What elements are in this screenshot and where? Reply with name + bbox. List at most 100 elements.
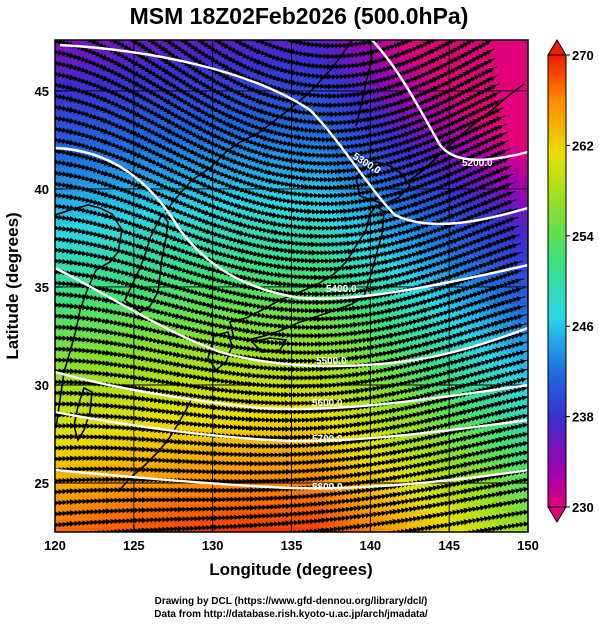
- field-cell: [55, 152, 64, 161]
- wind-arrow: [336, 160, 343, 167]
- field-cell: [255, 272, 264, 281]
- wind-arrow: [105, 455, 111, 462]
- wind-arrow: [319, 374, 325, 381]
- field-cell: [519, 128, 528, 137]
- field-cell: [519, 200, 528, 209]
- field-cell: [183, 496, 192, 505]
- field-cell: [431, 416, 440, 425]
- wind-arrow: [266, 160, 272, 167]
- field-cell: [71, 296, 80, 305]
- field-cell: [367, 336, 376, 345]
- wind-arrow: [69, 335, 75, 342]
- wind-arrow: [69, 401, 75, 407]
- wind-arrow: [454, 263, 461, 269]
- wind-arrow: [357, 446, 363, 453]
- field-cell: [79, 104, 88, 113]
- field-cell: [319, 40, 328, 49]
- field-cell: [351, 224, 360, 233]
- field-cell: [335, 112, 344, 121]
- wind-arrow: [230, 140, 237, 147]
- wind-arrow: [321, 500, 327, 507]
- wind-arrow: [439, 133, 446, 140]
- colorbar-tick-label: 262: [572, 138, 594, 153]
- field-cell: [95, 56, 104, 65]
- wind-arrow: [415, 217, 422, 224]
- field-cell: [167, 344, 176, 353]
- field-cell: [511, 168, 520, 177]
- field-cell: [111, 448, 120, 457]
- field-cell: [367, 408, 376, 417]
- wind-arrow: [356, 523, 363, 530]
- field-cell: [95, 360, 104, 369]
- field-cell: [335, 208, 344, 217]
- field-cell: [343, 56, 352, 65]
- field-cell: [311, 192, 320, 201]
- field-cell: [311, 504, 320, 513]
- field-cell: [263, 368, 272, 377]
- field-cell: [95, 512, 104, 521]
- field-cell: [111, 400, 120, 409]
- wind-arrow: [499, 501, 505, 508]
- wind-arrow: [342, 200, 348, 207]
- wind-arrow: [243, 292, 250, 299]
- y-tick-label: 30: [35, 378, 49, 393]
- field-cell: [511, 496, 520, 505]
- field-cell: [159, 104, 168, 113]
- field-cell: [479, 232, 488, 241]
- height-contour: [55, 468, 528, 490]
- wind-arrow: [490, 268, 496, 275]
- field-cell: [519, 472, 528, 481]
- wind-arrow: [392, 508, 398, 515]
- field-cell: [415, 520, 424, 529]
- wind-arrow: [69, 313, 75, 320]
- wind-arrow: [428, 443, 434, 449]
- field-cell: [343, 440, 352, 449]
- field-cell: [367, 344, 376, 353]
- field-cell: [87, 480, 96, 489]
- wind-arrow: [103, 181, 110, 187]
- wind-arrow: [69, 128, 75, 135]
- field-cell: [351, 56, 360, 65]
- wind-arrow: [69, 194, 75, 200]
- field-cell: [503, 296, 512, 305]
- field-cell: [71, 264, 80, 273]
- wind-arrow: [247, 372, 254, 379]
- field-cell: [399, 448, 408, 457]
- field-cell: [231, 416, 240, 425]
- wind-arrow: [345, 224, 351, 231]
- wind-arrow: [69, 520, 75, 527]
- field-cell: [511, 72, 520, 81]
- wind-arrow: [104, 265, 111, 272]
- wind-arrow: [493, 320, 500, 327]
- field-cell: [87, 464, 96, 473]
- field-cell: [183, 520, 192, 529]
- field-cell: [431, 184, 440, 193]
- wind-arrow: [138, 233, 145, 240]
- height-contour: [55, 266, 528, 368]
- wind-arrow: [290, 59, 297, 66]
- wind-arrow: [102, 107, 109, 113]
- wind-arrow: [105, 350, 111, 356]
- wind-arrow: [302, 167, 308, 174]
- wind-arrow: [483, 200, 490, 206]
- field-cell: [143, 440, 152, 449]
- wind-arrow: [345, 232, 352, 239]
- field-cell: [319, 264, 328, 273]
- wind-arrow: [285, 443, 291, 450]
- wind-arrow: [177, 516, 183, 523]
- field-cell: [503, 40, 512, 49]
- field-cell: [247, 48, 256, 57]
- wind-arrow: [308, 216, 314, 223]
- field-cell: [151, 488, 160, 497]
- wind-arrow: [435, 102, 441, 109]
- wind-arrow: [362, 40, 368, 47]
- field-cell: [119, 456, 128, 465]
- wind-arrow: [213, 450, 219, 457]
- wind-arrow: [137, 172, 143, 179]
- wind-arrow: [390, 365, 397, 372]
- field-cell: [151, 88, 160, 97]
- wind-arrow: [205, 228, 212, 235]
- field-cell: [255, 520, 264, 529]
- wind-arrow: [498, 481, 505, 488]
- wind-arrow: [139, 274, 146, 281]
